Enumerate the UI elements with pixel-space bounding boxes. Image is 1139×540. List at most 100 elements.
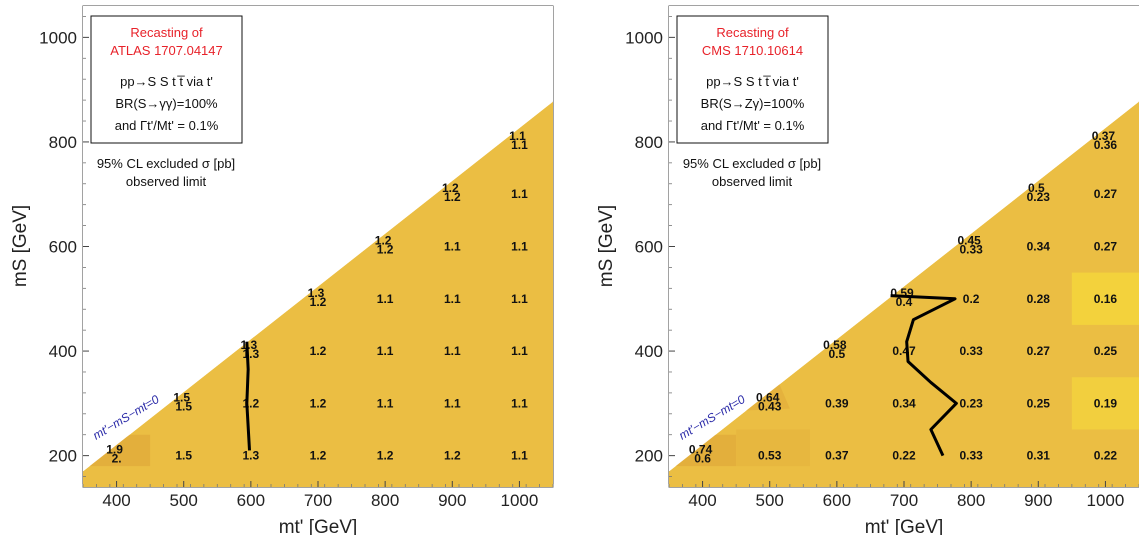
axis-ticks: 400 500 600 700 800 900 1000 200 400 600 800 1000 (39, 16, 554, 510)
x-tick-label: 400 (688, 491, 716, 510)
cell-value-lower: 1.2 (310, 295, 327, 309)
cell-value-lower: 0.33 (959, 243, 983, 257)
cell-value-upper: 1.5 (173, 390, 190, 404)
cell-value-upper: 1.2 (375, 234, 392, 248)
cell-value: 1.1 (511, 449, 528, 463)
cell-value-lower: 1.5 (175, 399, 192, 413)
x-tick-label: 900 (1024, 491, 1052, 510)
excluded-region-fill (669, 101, 1139, 487)
cell-value: 1.1 (444, 396, 461, 410)
cell-value: 0.25 (1094, 344, 1118, 358)
contour-layer (245, 341, 252, 451)
x-tick-label: 500 (170, 491, 198, 510)
box-branching: BR(S→γγ)=100% (115, 96, 218, 111)
cell-value-lower: 1.2 (377, 243, 394, 257)
box-subtitle: CMS 1710.10614 (702, 43, 803, 58)
cell-value-lower: 0.23 (1027, 190, 1051, 204)
box-width: and Γt'/Mt' = 0.1% (115, 118, 219, 133)
cell-value-lower: 1.1 (511, 138, 528, 152)
box-process: pp→S S t t̅ via t' (120, 74, 213, 89)
x-tick-label: 700 (890, 491, 918, 510)
observed-limit-contour (890, 294, 958, 457)
cell-value: 0.37 (825, 449, 849, 463)
cell-value: 0.34 (892, 396, 916, 410)
cell-value: 0.27 (1094, 187, 1118, 201)
cell-value: 1.2 (310, 344, 327, 358)
cell-value: 0.39 (825, 396, 849, 410)
note-line2: observed limit (712, 174, 793, 189)
heatmap-patch (736, 429, 810, 467)
cell-value: 1.1 (444, 292, 461, 306)
cell-value-lower: 1.3 (243, 347, 260, 361)
cell-value: 1.1 (511, 292, 528, 306)
x-tick-label: 1000 (1087, 491, 1125, 510)
cell-value: 0.34 (1027, 240, 1051, 254)
note-line1: 95% CL excluded σ [pb] (683, 156, 821, 171)
cell-value: 1.2 (444, 449, 461, 463)
cell-value: 0.22 (1094, 449, 1118, 463)
y-tick-label: 1000 (39, 28, 77, 47)
cell-value: 1.1 (377, 344, 394, 358)
x-tick-label: 500 (756, 491, 784, 510)
excluded-region-fill (83, 101, 553, 487)
cell-value: 1.1 (377, 396, 394, 410)
y-tick-label: 600 (635, 238, 663, 257)
legend-box: Recasting of CMS 1710.10614 pp→S S t t̅ … (676, 15, 829, 144)
box-title: Recasting of (130, 25, 203, 40)
box-subtitle: ATLAS 1707.04147 (110, 43, 223, 58)
cell-value: 0.27 (1027, 344, 1051, 358)
x-axis-label: mt' [GeV] (865, 517, 944, 535)
cell-value-lower: 0.4 (896, 295, 913, 309)
x-tick-label: 800 (371, 491, 399, 510)
y-tick-label: 800 (49, 133, 77, 152)
box-process: pp→S S t t̅ via t' (706, 74, 799, 89)
cell-value: 0.16 (1094, 292, 1118, 306)
cell-value-upper: 1.9 (106, 443, 123, 457)
cell-value-lower: 0.6 (694, 452, 711, 466)
box-title: Recasting of (716, 25, 789, 40)
x-tick-label: 1000 (501, 491, 539, 510)
cell-value: 0.25 (1027, 396, 1051, 410)
axis-ticks: 400 500 600 700 800 900 1000 200 400 600 800 1000 (625, 16, 1139, 510)
cell-value: 0.53 (758, 449, 782, 463)
cell-value: 0.22 (892, 449, 916, 463)
cell-value: 0.23 (959, 396, 983, 410)
legend-box: Recasting of ATLAS 1707.04147 pp→S S t t… (90, 15, 243, 144)
box-width: and Γt'/Mt' = 0.1% (701, 118, 805, 133)
y-tick-label: 400 (49, 342, 77, 361)
cell-value: 1.1 (377, 292, 394, 306)
cell-value: 1.1 (511, 344, 528, 358)
y-axis-label: mS [GeV] (10, 205, 31, 287)
cell-value-upper: 0.5 (1028, 181, 1045, 195)
cell-value-lower: 2. (112, 452, 122, 466)
x-tick-label: 600 (237, 491, 265, 510)
cell-value: 0.31 (1027, 449, 1051, 463)
cell-value-lower: 0.5 (829, 347, 846, 361)
cell-value-upper: 0.45 (957, 234, 981, 248)
y-tick-label: 800 (635, 133, 663, 152)
cell-value: 1.1 (511, 396, 528, 410)
y-tick-label: 200 (635, 447, 663, 466)
cell-value: 1.1 (511, 187, 528, 201)
observed-limit-contour (245, 341, 252, 451)
cell-value-upper: 0.74 (689, 443, 713, 457)
cell-value: 0.47 (892, 344, 916, 358)
y-tick-label: 400 (635, 342, 663, 361)
cell-labels: 0.740.6 0.53 0.37 0.22 0.33 0.31 0.22 0.640.43 0… (689, 129, 1118, 466)
cell-value: 0.28 (1027, 292, 1051, 306)
cell-value-upper: 0.37 (1092, 129, 1116, 143)
cell-value: 0.33 (959, 449, 983, 463)
x-tick-label: 800 (957, 491, 985, 510)
heatmap-patch (1071, 377, 1139, 430)
cell-value-upper: 1.1 (509, 129, 526, 143)
box-branching: BR(S→Zγ)=100% (701, 96, 805, 111)
note-line2: observed limit (126, 174, 207, 189)
cms-panel: 400 500 600 700 800 900 1000 200 400 600 800 1000 0… (596, 5, 1139, 538)
cell-value-lower: 0.36 (1094, 138, 1118, 152)
x-tick-label: 900 (438, 491, 466, 510)
cell-value-upper: 0.58 (823, 338, 847, 352)
cell-labels: 1.92. 1.5 1.3 1.2 1.2 1.2 1.11.51.5 1.2 1.2 1.1 1.… (106, 129, 528, 466)
cell-value: 1.3 (243, 449, 260, 463)
cell-value-upper: 0.64 (756, 390, 780, 404)
